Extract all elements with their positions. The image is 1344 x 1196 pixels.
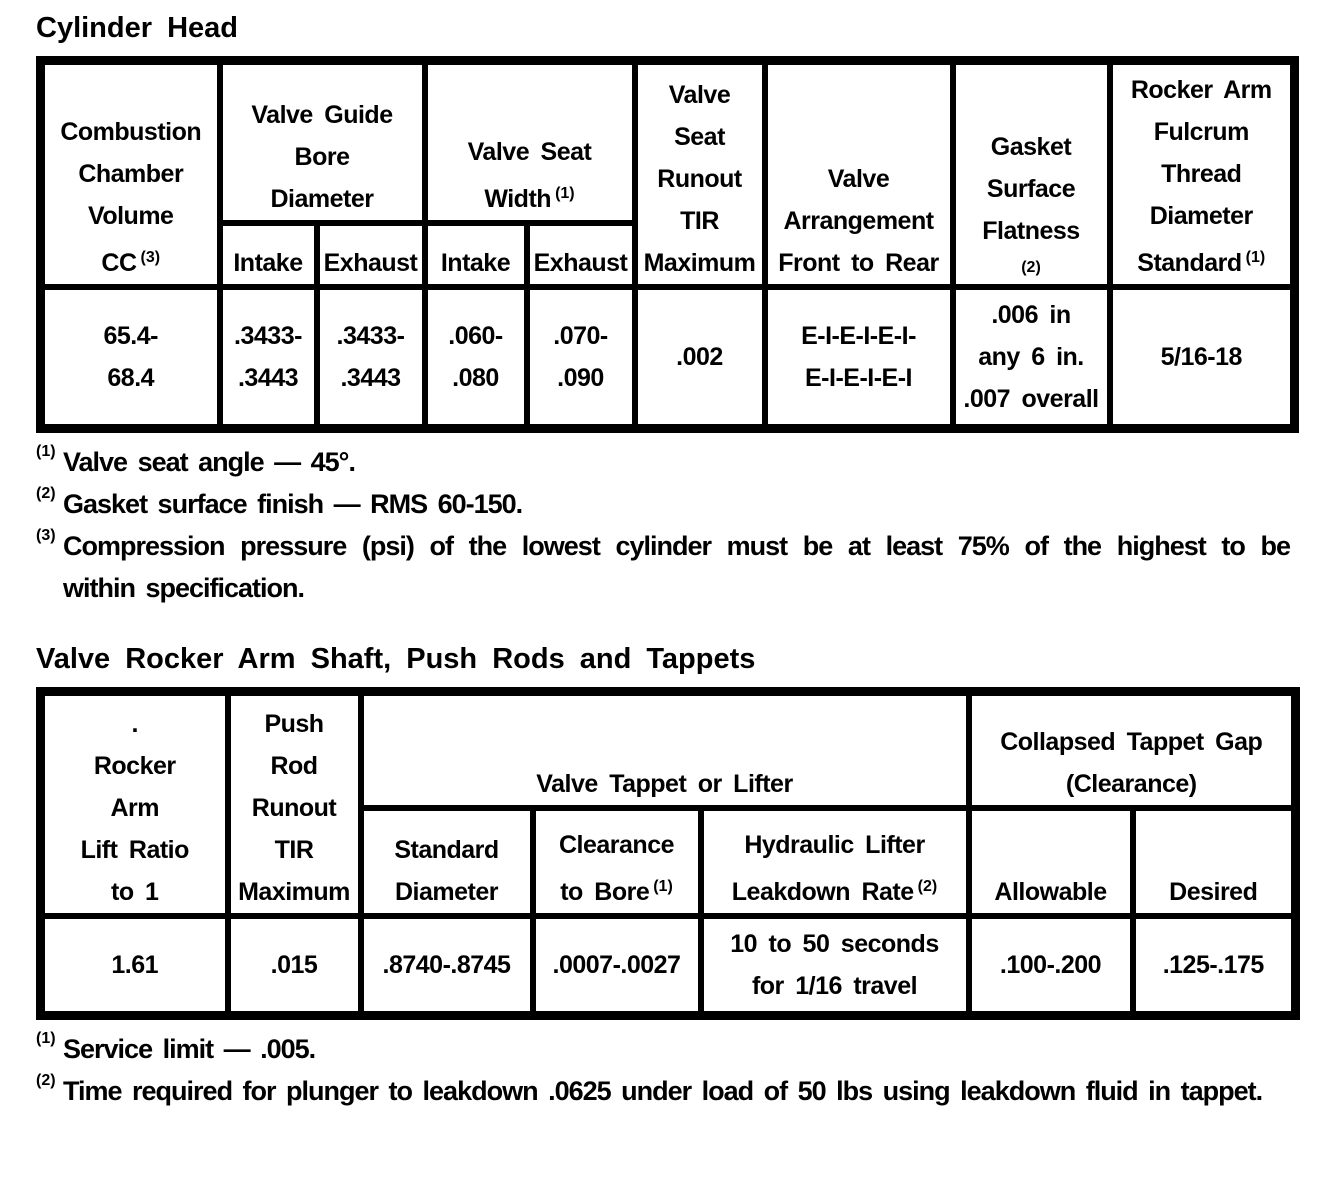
footnote-text: Compression pressure (psi) of the lowest… <box>63 531 1291 603</box>
subheader-standard-diameter: Standard Diameter <box>357 804 536 919</box>
header-valve-guide-bore-diameter: Valve Guide Bore Diameter <box>216 57 428 226</box>
value-standard-diameter: .8740-.8745 <box>357 912 536 1019</box>
footnote-marker: (3) <box>36 527 56 544</box>
header-rocker-arm-lift-ratio: . Rocker Arm Lift Ratio to 1 <box>37 688 231 919</box>
manual-page: Cylinder Head Combustion Chamber Volume … <box>36 12 1301 1112</box>
footnote-marker: (1) <box>36 1030 56 1047</box>
footnote-service-limit: (1) Service limit — .005. <box>36 1028 1290 1070</box>
value-fulcrum-thread: 5/16-18 <box>1106 283 1298 432</box>
header-push-rod-runout: Push Rod Runout TIR Maximum <box>224 688 364 919</box>
footnote-gasket-finish: (2) Gasket surface finish — RMS 60-150. <box>36 483 1290 525</box>
subheader-guide-intake: Intake <box>216 219 320 290</box>
value-guide-intake: .3433- .3443 <box>216 283 320 432</box>
valve-rocker-arm-title: Valve Rocker Arm Shaft, Push Rods and Ta… <box>36 643 756 675</box>
value-desired-gap: .125-.175 <box>1129 912 1299 1019</box>
footnote-marker: (2) <box>36 1072 56 1089</box>
header-combustion-chamber-volume: Combustion Chamber Volume CC (3) <box>37 57 223 290</box>
subheader-seat-exhaust: Exhaust <box>523 219 638 290</box>
valve-rocker-arm-table: . Rocker Arm Lift Ratio to 1 Push Rod Ru… <box>36 687 1301 1020</box>
footnote-marker: (1) <box>36 443 56 460</box>
header-gasket-surface-flatness: Gasket Surface Flatness (2) <box>949 57 1113 290</box>
footnote-ref-2: (2) <box>1021 258 1041 276</box>
cylinder-head-title: Cylinder Head <box>36 12 238 44</box>
footnote-text: Time required for plunger to leakdown .0… <box>63 1076 1263 1106</box>
subheader-allowable: Allowable <box>965 804 1136 919</box>
value-leakdown-rate: 10 to 50 seconds for 1/16 travel <box>697 912 972 1019</box>
footnote-ref-2: (2) <box>917 877 938 895</box>
value-clearance-to-bore: .0007-.0027 <box>529 912 704 1019</box>
value-push-rod-runout: .015 <box>224 912 364 1019</box>
header-rocker-arm-fulcrum: Rocker Arm Fulcrum Thread Diameter Stand… <box>1106 57 1298 290</box>
footnote-ref-1: (1) <box>653 877 673 895</box>
footnote-leakdown-time: (2) Time required for plunger to leakdown… <box>36 1070 1290 1112</box>
footnote-marker: (2) <box>36 485 56 502</box>
valve-rocker-footnotes: (1) Service limit — .005. (2) Time require… <box>36 1028 1290 1112</box>
subheader-desired: Desired <box>1129 804 1299 919</box>
header-valve-seat-runout: Valve Seat Runout TIR Maximum <box>631 57 768 290</box>
footnote-ref-1: (1) <box>555 184 575 202</box>
footnote-ref-3: (3) <box>140 248 161 266</box>
value-lift-ratio: 1.61 <box>37 912 231 1019</box>
value-gasket-flatness: .006 in any 6 in. .007 overall <box>949 283 1113 432</box>
cylinder-head-table: Combustion Chamber Volume CC (3) Valve Gu… <box>36 56 1299 433</box>
footnote-compression-pressure: (3) Compression pressure (psi) of the low… <box>36 525 1291 609</box>
value-combustion-chamber-volume: 65.4- 68.4 <box>37 283 223 432</box>
header-valve-tappet-or-lifter: Valve Tappet or Lifter <box>357 688 972 811</box>
footnote-valve-seat-angle: (1) Valve seat angle — 45°. <box>36 441 1290 483</box>
value-valve-arrangement: E-I-E-I-E-I- E-I-E-I-E-I <box>761 283 956 432</box>
value-seat-intake: .060- .080 <box>421 283 530 432</box>
value-seat-exhaust: .070- .090 <box>523 283 638 432</box>
value-seat-runout: .002 <box>631 283 768 432</box>
subheader-clearance-to-bore: Clearance to Bore (1) <box>529 804 704 919</box>
subheader-guide-exhaust: Exhaust <box>313 219 428 290</box>
cylinder-head-footnotes: (1) Valve seat angle — 45°. (2) Gasket sur… <box>36 441 1291 609</box>
header-valve-arrangement: Valve Arrangement Front to Rear <box>761 57 956 290</box>
footnote-ref-1: (1) <box>1245 248 1266 266</box>
footnote-text: Service limit — .005. <box>63 1034 316 1064</box>
subheader-hydraulic-lifter-leakdown: Hydraulic Lifter Leakdown Rate (2) <box>697 804 972 919</box>
subheader-seat-intake: Intake <box>421 219 530 290</box>
value-guide-exhaust: .3433- .3443 <box>313 283 428 432</box>
header-collapsed-tappet-gap: Collapsed Tappet Gap (Clearance) <box>965 688 1299 811</box>
header-valve-seat-width: Valve Seat Width (1) <box>421 57 638 226</box>
footnote-text: Gasket surface finish — RMS 60-150. <box>63 489 523 519</box>
footnote-text: Valve seat angle — 45°. <box>63 447 356 477</box>
value-allowable-gap: .100-.200 <box>965 912 1136 1019</box>
